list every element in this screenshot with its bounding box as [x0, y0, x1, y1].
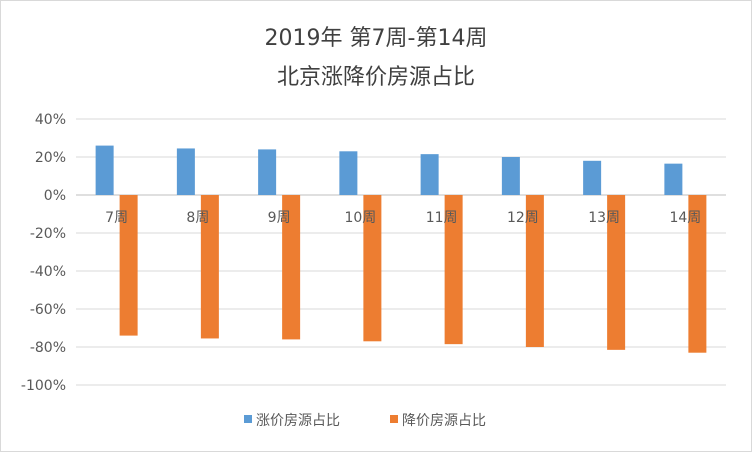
bar-rise-10周 [339, 151, 358, 195]
bar-fall-10周 [363, 195, 382, 342]
y-tick-label: -20% [30, 226, 66, 242]
legend-swatch-fall [390, 415, 398, 423]
x-category-label: 9周 [268, 210, 291, 226]
legend: 涨价房源占比 降价房源占比 [244, 413, 486, 429]
bar-rise-7周 [95, 145, 114, 195]
bar-fall-11周 [444, 195, 463, 345]
bar-fall-12周 [525, 195, 544, 347]
chart-title-line-1: 2019年 第7周-第14周 [265, 26, 488, 51]
x-category-label: 11周 [426, 210, 458, 226]
legend-swatch-rise [244, 415, 252, 423]
category-labels: 7周 8周 9周 10周 11周 12周 13周 14周 [105, 210, 701, 226]
bar-rise-13周 [583, 160, 602, 195]
y-tick-label: 40% [35, 112, 66, 128]
chart-title-line-2: 北京涨降价房源占比 [277, 65, 475, 90]
bar-rise-9周 [258, 149, 277, 195]
bars [95, 145, 707, 353]
x-category-label: 13周 [588, 210, 620, 226]
y-axis-tick-labels: 40% 20% 0% -20% -40% -60% -80% -100% [21, 112, 66, 394]
y-tick-label: -60% [30, 302, 66, 318]
y-tick-label: -100% [21, 378, 66, 394]
x-category-label: 14周 [669, 210, 701, 226]
bar-fall-13周 [607, 195, 626, 350]
x-category-label: 7周 [105, 210, 128, 226]
y-tick-label: 0% [44, 188, 66, 204]
x-category-label: 12周 [507, 210, 539, 226]
bar-rise-8周 [176, 148, 195, 195]
x-category-label: 8周 [186, 210, 209, 226]
y-tick-label: -40% [30, 264, 66, 280]
y-tick-label: 20% [35, 150, 66, 166]
bar-fall-7周 [119, 195, 138, 336]
bar-fall-8周 [200, 195, 219, 339]
bar-rise-14周 [664, 163, 683, 195]
bar-fall-9周 [282, 195, 301, 340]
y-tick-label: -80% [30, 340, 66, 356]
legend-label-rise: 涨价房源占比 [256, 413, 340, 429]
bar-rise-12周 [501, 157, 520, 195]
gridlines [76, 118, 726, 386]
bar-rise-11周 [420, 154, 439, 195]
x-category-label: 10周 [344, 210, 376, 226]
bar-fall-14周 [688, 195, 707, 353]
legend-label-fall: 降价房源占比 [402, 413, 486, 429]
